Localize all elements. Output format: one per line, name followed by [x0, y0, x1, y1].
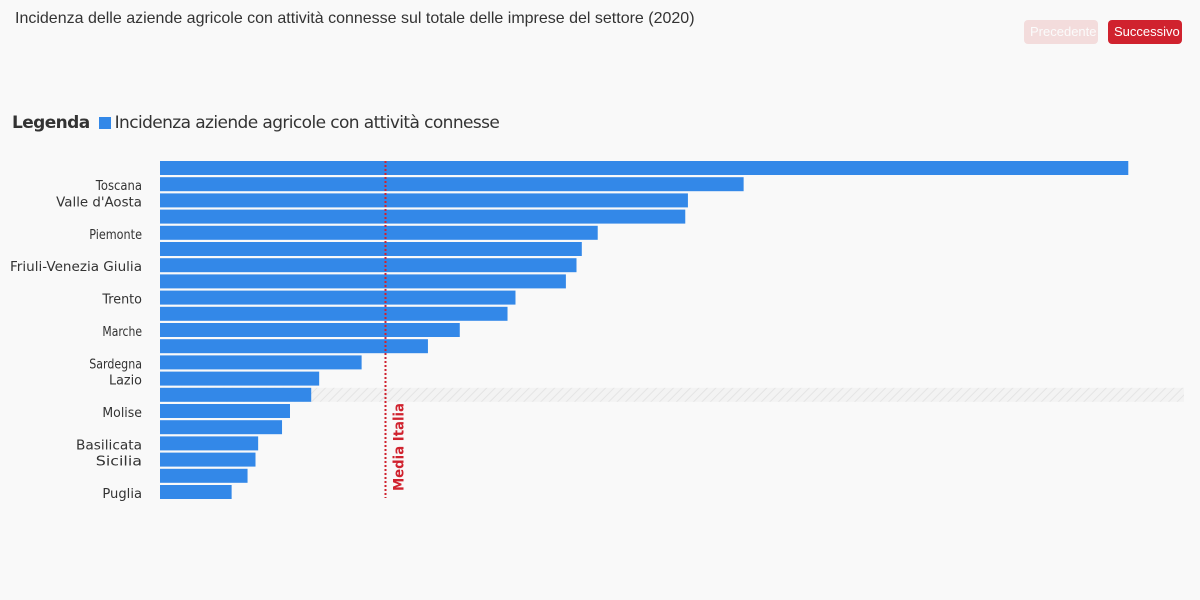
- bar[interactable]: [160, 404, 290, 418]
- category-label: Piemonte: [89, 228, 142, 243]
- category-label: Toscana: [95, 179, 142, 194]
- bar[interactable]: [160, 452, 256, 467]
- bar[interactable]: [160, 209, 686, 224]
- bar[interactable]: [160, 339, 428, 354]
- bar[interactable]: [160, 177, 744, 192]
- page-title: Incidenza delle aziende agricole con att…: [15, 10, 695, 27]
- bar[interactable]: [160, 242, 582, 256]
- category-label: Friuli-Venezia Giulia: [10, 260, 142, 275]
- highlighted-row-band: [160, 387, 1184, 402]
- category-label: Marche: [102, 325, 142, 340]
- bar[interactable]: [160, 274, 566, 289]
- next-button[interactable]: Successivo: [1108, 20, 1182, 44]
- category-label: Basilicata: [76, 438, 142, 453]
- category-label: Valle d'Aosta: [56, 195, 142, 210]
- bar[interactable]: [160, 436, 259, 451]
- category-label: Trento: [101, 293, 142, 308]
- legend-label: Incidenza aziende agricole con attività …: [114, 113, 500, 133]
- bar[interactable]: [160, 258, 577, 273]
- bar[interactable]: [160, 371, 320, 386]
- bar[interactable]: [160, 290, 516, 305]
- category-label: Sicilia: [96, 455, 142, 470]
- reference-line-label: Media Italia: [391, 403, 407, 491]
- bar[interactable]: [160, 193, 688, 208]
- bar[interactable]: [160, 387, 312, 402]
- category-label: Puglia: [102, 487, 142, 502]
- bar[interactable]: [160, 355, 362, 370]
- category-label: Sardegna: [89, 357, 142, 372]
- legend: Legenda Incidenza aziende agricole con a…: [12, 113, 500, 133]
- bar[interactable]: [160, 323, 460, 337]
- legend-swatch: [98, 117, 111, 129]
- bar[interactable]: [160, 225, 598, 240]
- bar[interactable]: [160, 485, 232, 499]
- category-label: Molise: [102, 406, 142, 421]
- previous-button[interactable]: Precedente: [1024, 20, 1098, 44]
- bar[interactable]: [160, 161, 1129, 175]
- bar[interactable]: [160, 306, 508, 321]
- bar[interactable]: [160, 420, 283, 435]
- category-label: Lazio: [109, 374, 142, 389]
- bar[interactable]: [160, 468, 248, 483]
- legend-title: Legenda: [12, 113, 90, 133]
